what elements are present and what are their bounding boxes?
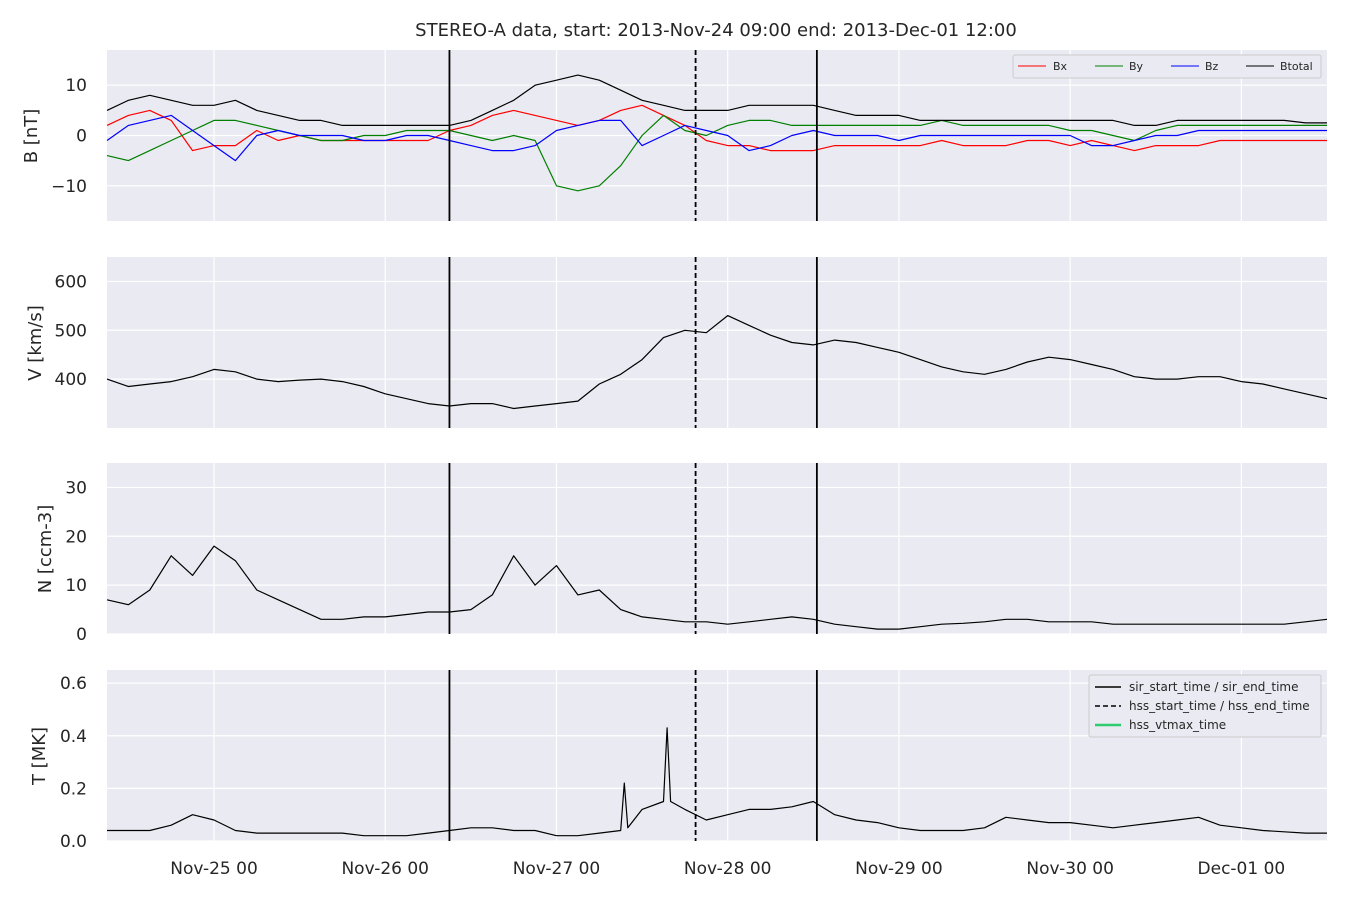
panel-b-y-tick-label: 0 (76, 127, 87, 147)
field-legend: Bx By Bz Btotal (1012, 54, 1322, 79)
event-legend: sir_start_time / sir_end_time hss_start_… (1088, 674, 1322, 738)
panel-t-y-tick-label: 0.2 (60, 779, 87, 799)
x-tick-label: Nov-28 00 (684, 859, 772, 879)
panel-n-y-tick-label: 30 (65, 478, 87, 498)
panel-n-y-tick-label: 0 (76, 625, 87, 645)
panel-density: 30 20 10 0 N [ccm-3] (35, 463, 1328, 645)
x-tick-label: Nov-25 00 (170, 859, 258, 879)
panel-b-y-tick-label: 10 (65, 76, 87, 96)
panel-t-y-label: T [MK] (29, 727, 50, 786)
panel-t-y-tick-label: 0.4 (60, 727, 87, 747)
panel-b-y-label: B [nT] (21, 109, 42, 164)
panel-v-background (107, 257, 1327, 428)
panel-n-y-label: N [ccm-3] (35, 505, 56, 594)
x-axis-tick-labels: Nov-25 00 Nov-26 00 Nov-27 00 Nov-28 00 Nov-… (170, 859, 1285, 879)
x-tick-label: Nov-29 00 (855, 859, 943, 879)
panel-n-y-ticks: 30 20 10 0 (65, 478, 87, 645)
panel-t-event-lines (448, 670, 818, 841)
figure-title: STEREO-A data, start: 2013-Nov-24 09:00 … (415, 20, 1017, 41)
panel-n-grid (107, 463, 1327, 635)
x-tick-label: Nov-26 00 (341, 859, 429, 879)
legend-bx-label: Bx (1053, 60, 1068, 73)
panel-n-event-lines (448, 463, 818, 634)
panel-t-series-line (107, 727, 1327, 837)
panel-v-y-tick-label: 400 (55, 370, 87, 390)
panel-v-y-tick-label: 500 (55, 321, 87, 341)
panel-b-y-ticks: 10 0 −10 (51, 76, 87, 197)
panel-v-series (106, 315, 1328, 410)
panel-n-background (107, 463, 1327, 634)
x-tick-label: Nov-30 00 (1026, 859, 1114, 879)
legend-vtmax-label: hss_vtmax_time (1129, 718, 1226, 732)
legend-sir-label: sir_start_time / sir_end_time (1129, 680, 1299, 694)
series-bz-line (106, 114, 1327, 162)
panel-v-y-label: V [km/s] (25, 305, 46, 380)
panel-t-y-tick-label: 0.0 (60, 832, 87, 852)
x-tick-label: Nov-27 00 (513, 859, 601, 879)
panel-b-series (106, 74, 1327, 192)
series-btotal-line (106, 74, 1327, 127)
panel-v-event-lines (448, 257, 818, 428)
panel-v-y-tick-label: 600 (55, 272, 87, 292)
legend-bz-label: Bz (1205, 60, 1219, 73)
panel-n-y-tick-label: 20 (65, 527, 87, 547)
x-tick-label: Dec-01 00 (1198, 859, 1286, 879)
panel-v-series-line (106, 315, 1328, 410)
legend-by-label: By (1129, 60, 1144, 73)
legend-btotal-label: Btotal (1280, 60, 1313, 73)
panel-b-event-lines (448, 50, 818, 221)
panel-t-y-ticks: 0.6 0.4 0.2 0.0 (60, 674, 87, 852)
panel-n-series (106, 545, 1328, 630)
panel-b-y-tick-label: −10 (51, 177, 87, 197)
panel-v-y-ticks: 600 500 400 (55, 272, 87, 390)
panel-velocity: 600 500 400 V [km/s] (25, 257, 1328, 428)
legend-hss-label: hss_start_time / hss_end_time (1129, 699, 1310, 713)
panel-t-series (107, 727, 1327, 837)
panel-temperature: 0.6 0.4 0.2 0.0 T [MK] sir_start_time / sir… (29, 670, 1327, 852)
panel-n-series-line (106, 545, 1328, 630)
series-by-line (106, 114, 1327, 192)
event-legend-box (1088, 674, 1322, 738)
field-legend-box (1012, 54, 1322, 79)
panel-n-y-tick-label: 10 (65, 576, 87, 596)
panel-magnetic-field: 10 0 −10 B [nT] Bx By Bz Btotal (21, 50, 1327, 221)
panel-t-y-tick-label: 0.6 (60, 674, 87, 694)
